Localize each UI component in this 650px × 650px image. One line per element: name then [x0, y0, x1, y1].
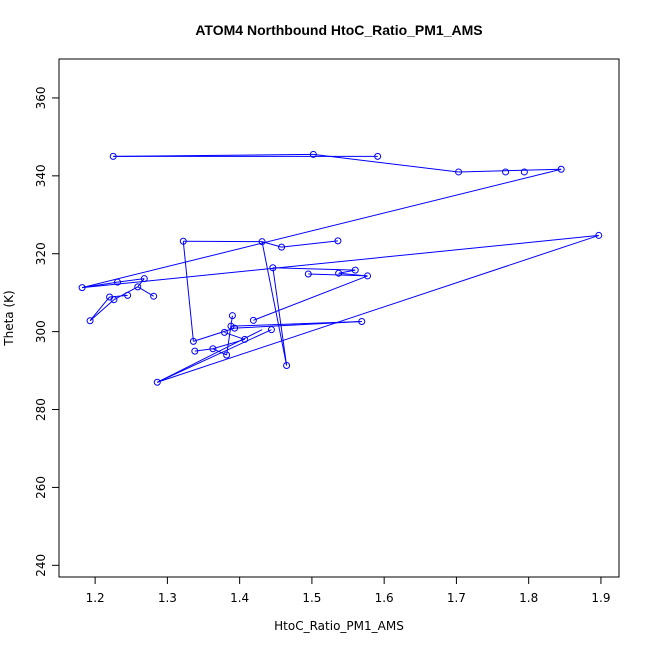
data-line-segment: [82, 168, 562, 289]
x-tick-label: 1.2: [86, 591, 105, 605]
data-points: [78, 150, 603, 386]
y-tick-label: 340: [34, 164, 48, 187]
data-point: [278, 243, 286, 251]
data-point: [502, 168, 510, 176]
plot-frame: [58, 58, 620, 578]
data-point: [114, 278, 122, 286]
x-tick-label: 1.3: [158, 591, 177, 605]
y-axis: 240 260 280 300 320 340 360: [34, 86, 59, 577]
data-line-segment: [281, 240, 338, 248]
x-tick-label: 1.7: [447, 591, 466, 605]
data-point: [557, 165, 565, 173]
data-point: [78, 284, 86, 292]
data-point: [374, 152, 382, 160]
data-point: [153, 378, 161, 386]
y-tick-label: 240: [34, 554, 48, 577]
y-tick-label: 360: [34, 86, 48, 109]
data-point: [189, 337, 197, 345]
data-line-segment: [182, 241, 194, 342]
data-point: [249, 316, 257, 324]
data-point: [220, 328, 228, 336]
data-point: [227, 322, 235, 330]
data-line-segment: [113, 153, 314, 157]
data-line-segment: [230, 321, 362, 327]
data-point: [241, 335, 249, 343]
y-tick-label: 300: [34, 320, 48, 343]
data-line-segment: [193, 327, 235, 342]
x-tick-label: 1.4: [230, 591, 249, 605]
data-line-segment: [458, 168, 562, 173]
x-axis-label: HtoC_Ratio_PM1_AMS: [274, 619, 404, 633]
data-point: [150, 292, 158, 300]
data-point: [283, 362, 291, 370]
data-line-segment: [308, 273, 368, 277]
data-line-segment: [117, 278, 145, 283]
data-line-segment: [313, 153, 459, 173]
data-point: [335, 269, 343, 277]
data-point: [304, 270, 312, 278]
data-line-segment: [137, 278, 145, 288]
data-line-segment: [157, 329, 263, 383]
data-point: [140, 275, 148, 283]
x-axis: 1.2 1.3 1.4 1.5 1.6 1.7 1.8 1.9: [86, 577, 610, 605]
data-point: [358, 318, 366, 326]
data-line-segment: [226, 315, 233, 356]
data-point: [179, 237, 187, 245]
data-point: [110, 296, 118, 304]
data-point: [228, 312, 236, 320]
x-tick-label: 1.8: [519, 591, 538, 605]
data-line-segment: [89, 296, 110, 322]
data-line-segment: [82, 234, 599, 289]
x-tick-label: 1.5: [302, 591, 321, 605]
data-line-segment: [272, 267, 356, 271]
data-point: [520, 168, 528, 176]
data-point: [191, 347, 199, 355]
data-line-segment: [89, 299, 115, 322]
data-point: [109, 152, 117, 160]
data-line-segment: [212, 338, 245, 350]
data-point: [231, 324, 239, 332]
data-line-segment: [157, 329, 272, 383]
data-point: [223, 351, 231, 359]
data-point: [269, 264, 277, 272]
data-point: [86, 317, 94, 325]
y-tick-label: 260: [34, 476, 48, 499]
data-point: [267, 326, 275, 334]
x-tick-label: 1.6: [375, 591, 394, 605]
data-line-segment: [261, 241, 288, 366]
data-line-segment: [82, 281, 118, 289]
y-axis-label: Theta (K): [2, 290, 16, 346]
data-point: [258, 238, 266, 246]
data-point: [455, 168, 463, 176]
data-line-segment: [224, 331, 245, 340]
chart-title: ATOM4 Northbound HtoC_Ratio_PM1_AMS: [195, 22, 482, 38]
y-tick-label: 320: [34, 242, 48, 265]
data-point: [351, 266, 359, 274]
data-point: [309, 150, 317, 158]
data-point: [134, 283, 142, 291]
data-point: [124, 291, 132, 299]
data-point: [364, 272, 372, 280]
data-line-segment: [212, 348, 227, 356]
x-tick-label: 1.9: [591, 591, 610, 605]
data-point: [209, 345, 217, 353]
y-tick-label: 280: [34, 398, 48, 421]
data-point: [595, 231, 603, 239]
data-line-segment: [157, 234, 599, 383]
data-line-segment: [272, 267, 288, 366]
data-point: [334, 237, 342, 245]
data-line-segment: [253, 275, 368, 321]
